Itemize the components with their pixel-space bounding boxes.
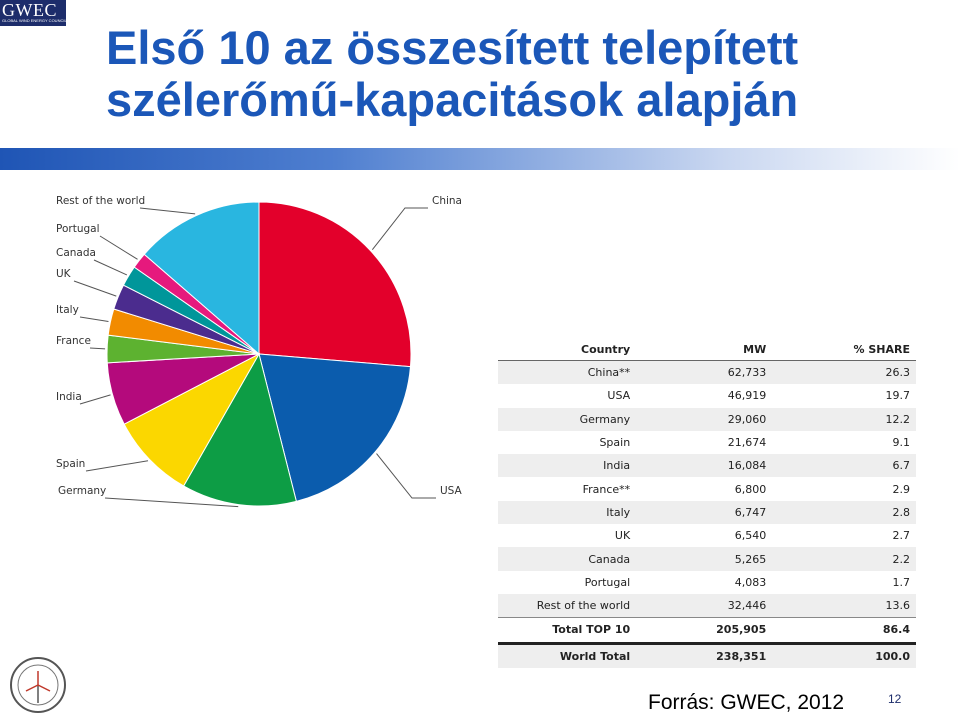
slice-label: Germany	[58, 485, 106, 497]
cell-share: 13.6	[766, 593, 916, 618]
leader-line	[139, 207, 196, 215]
leader-line	[104, 497, 239, 508]
pie-slice-usa	[258, 353, 412, 502]
page-number: 12	[888, 692, 902, 706]
pie-slice-germany	[182, 352, 297, 507]
cell-country: UK	[614, 529, 631, 543]
cell-share: 19.7	[885, 389, 911, 403]
cell-share: 100.0	[766, 641, 916, 668]
slice-label: USA	[440, 485, 463, 497]
leader-line	[73, 280, 117, 297]
cell-mw: 6,540	[734, 529, 767, 543]
table-header-row: Country MW % SHARE	[498, 338, 916, 361]
table-row: Portugal 4,083 1.7	[498, 571, 916, 594]
cell-mw: 6,747	[630, 500, 767, 525]
cell-country: Spain	[599, 436, 631, 450]
cell-share: 86.4	[766, 617, 916, 644]
table-total-row: Total TOP 10 205,905 86.4	[498, 617, 916, 644]
cell-mw: 46,919	[727, 389, 767, 403]
cell-country: Italy	[498, 500, 631, 525]
cell-country: Canada	[498, 547, 631, 571]
cell-mw: 4,083	[734, 575, 767, 589]
cell-mw: 32,446	[630, 593, 767, 618]
leader-line	[371, 207, 428, 251]
gwec-logo: GWEC GLOBAL WIND ENERGY COUNCIL	[0, 0, 67, 26]
leader-line	[89, 347, 106, 350]
leader-line	[85, 460, 149, 472]
table-row: Canada 5,265 2.2	[498, 547, 916, 571]
cell-mw: 21,674	[727, 436, 767, 450]
table-row: USA 46,919 19.7	[498, 384, 916, 407]
source-note: Forrás: GWEC, 2012	[648, 691, 845, 714]
slice-label: Portugal	[56, 223, 100, 235]
pie-slice-spain	[123, 352, 261, 487]
cell-share: 1.7	[892, 575, 911, 589]
cell-country: Germany	[498, 407, 631, 431]
wind-turbine-icon	[17, 664, 59, 706]
slice-label: Rest of the world	[56, 195, 145, 207]
university-seal	[10, 657, 66, 713]
slice-label: Spain	[56, 458, 85, 470]
slice-label: Italy	[56, 304, 79, 316]
slice-label: China	[432, 195, 462, 207]
leader-line	[376, 453, 436, 499]
table-row: Germany 29,060 12.2	[498, 407, 916, 431]
slide-title: Első 10 az összesített telepített széler…	[106, 22, 798, 126]
cell-share: 2.8	[766, 500, 916, 525]
table-row: France** 6,800 2.9	[498, 477, 916, 500]
cell-country: Rest of the world	[498, 593, 631, 618]
cell-share: 26.3	[766, 360, 916, 385]
cell-mw: 29,060	[630, 407, 767, 431]
slice-label: UK	[56, 268, 72, 280]
pie-slice-rest-of-the-world	[143, 201, 260, 356]
cell-mw: 238,351	[630, 641, 767, 668]
slice-label: France	[56, 335, 91, 347]
logo-brand: GWEC	[2, 0, 57, 20]
header-country: Country	[498, 338, 631, 361]
leader-line	[93, 259, 128, 276]
cell-share: 2.7	[892, 529, 911, 543]
cell-country: China**	[498, 360, 631, 385]
table-row: India 16,084 6.7	[498, 454, 916, 478]
table-row: Rest of the world 32,446 13.6	[498, 593, 916, 618]
cell-share: 9.1	[892, 436, 911, 450]
leader-line	[79, 316, 109, 323]
cell-mw: 5,265	[630, 547, 767, 571]
leader-line	[99, 235, 138, 260]
cell-country: India	[498, 454, 631, 478]
cell-share: 6.7	[766, 454, 916, 478]
slice-label: Canada	[56, 247, 96, 259]
cell-mw: 205,905	[630, 617, 767, 644]
slice-label: India	[56, 391, 82, 403]
table-world-row: World Total 238,351 100.0	[498, 641, 916, 668]
table-body: China** 62,733 26.3 USA 46,919 19.7 Germany 29,…	[498, 360, 916, 668]
title-underline-bar	[0, 148, 960, 170]
cell-mw: 6,800	[734, 482, 767, 496]
pie-chart: China USA Germany Spain India France Italy UK Ca…	[56, 195, 463, 508]
logo-subtitle: GLOBAL WIND ENERGY COUNCIL	[2, 18, 67, 23]
cell-country: France**	[582, 482, 631, 496]
leader-line	[79, 394, 111, 405]
table-row: Italy 6,747 2.8	[498, 500, 916, 525]
cell-share: 12.2	[766, 407, 916, 431]
cell-country: World Total	[498, 641, 631, 668]
table-row: Spain 21,674 9.1	[498, 431, 916, 454]
table-row: UK 6,540 2.7	[498, 524, 916, 547]
header-share: % SHARE	[766, 338, 916, 361]
cell-country: Portugal	[584, 575, 631, 589]
share-table: Country MW % SHARE China** 62,733 26.3 USA 4…	[498, 338, 916, 668]
table-row: China** 62,733 26.3	[498, 360, 916, 385]
cell-share: 2.2	[766, 547, 916, 571]
title-line-2: szélerőmű-kapacitások alapján	[106, 73, 799, 126]
title-line-1: Első 10 az összesített telepített	[106, 21, 799, 74]
cell-country: USA	[607, 389, 631, 403]
cell-mw: 16,084	[630, 454, 767, 478]
cell-mw: 62,733	[630, 360, 767, 385]
header-mw: MW	[630, 338, 767, 361]
cell-share: 2.9	[892, 482, 911, 496]
pie-slice-china	[258, 201, 412, 368]
cell-country: Total TOP 10	[498, 617, 631, 644]
